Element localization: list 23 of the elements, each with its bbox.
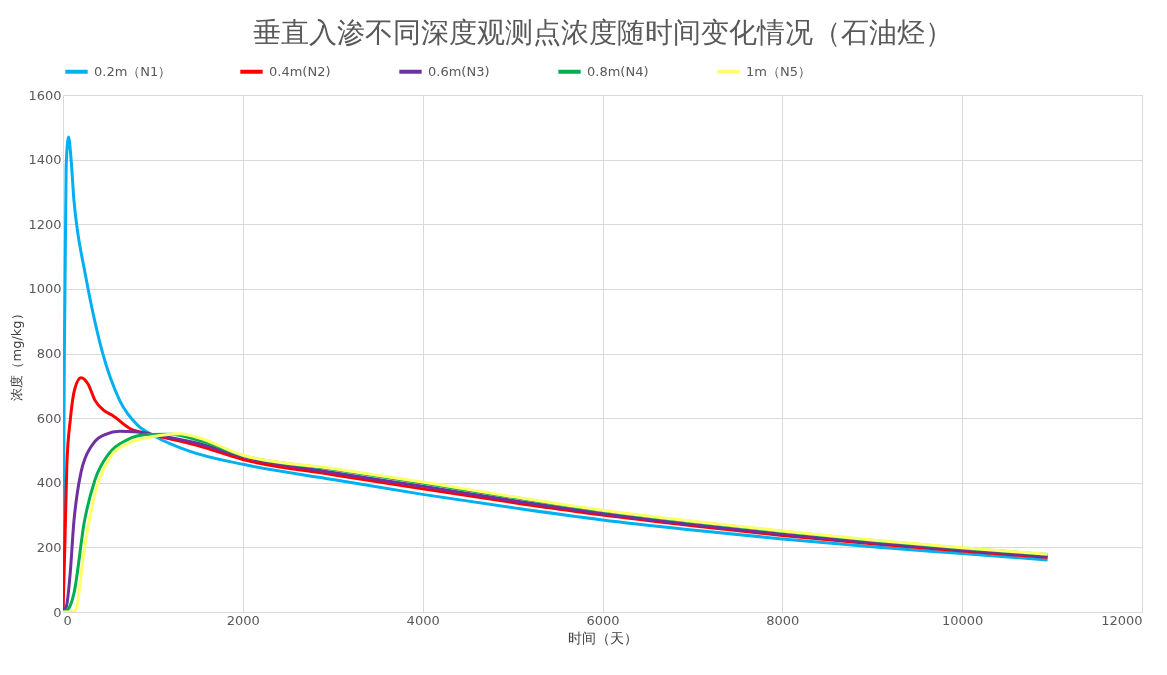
y-tick-label: 1600 [28,87,62,103]
y-tick-label: 1400 [28,152,62,168]
x-tick-label: 4000 [406,612,440,628]
legend-label: 0.8m(N4) [587,63,649,79]
x-tick-label: 2000 [226,612,260,628]
y-tick-label: 600 [36,410,62,426]
legend-label: 0.6m(N3) [428,63,490,79]
legend-label: 0.2m（N1） [94,63,172,79]
x-tick-label: 12000 [1101,612,1143,628]
y-tick-label: 200 [36,539,62,555]
legend-label: 0.4m(N2) [269,63,331,79]
x-tick-label: 6000 [586,612,620,628]
y-tick-label: 400 [36,475,62,491]
chart-title: 垂直入渗不同深度观测点浓度随时间变化情况（石油烃） [252,16,953,49]
legend-label: 1m（N5） [746,63,811,79]
y-tick-label: 800 [36,346,62,361]
x-axis-title: 时间（天） [568,629,638,646]
x-tick-label: 10000 [941,612,984,628]
x-tick-label: 0 [63,612,72,628]
x-tick-label: 8000 [766,612,800,628]
y-tick-label: 1000 [28,281,62,297]
y-axis-title: 浓度（mg/kg） [9,307,25,401]
y-tick-label: 1200 [28,216,62,232]
